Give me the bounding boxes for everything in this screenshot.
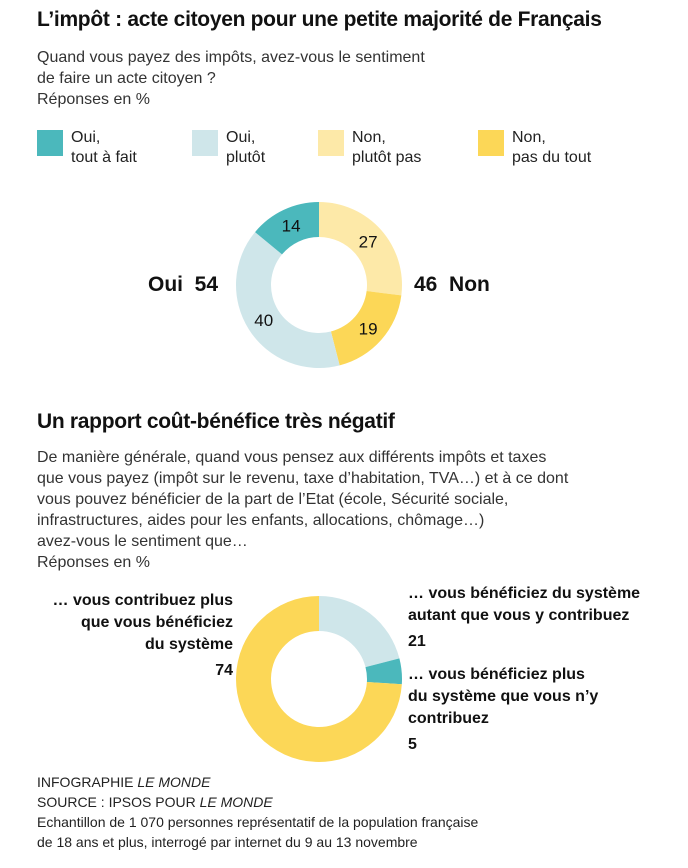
chart2-units: Réponses en % — [37, 554, 150, 571]
chart2-title: Un rapport coût-bénéfice très négatif — [37, 410, 395, 433]
label-value: 21 — [408, 633, 426, 650]
source-publication: LE MONDE — [199, 794, 273, 810]
donut1-slice-0 — [255, 202, 319, 255]
label-line: autant que vous y contribuez — [408, 607, 630, 624]
oui-total: Oui 54 — [148, 273, 218, 297]
label-line: contribuez — [408, 710, 489, 727]
label-contribuez-plus: … vous contribuez plus que vous bénéfici… — [13, 590, 233, 682]
chart1-question: Quand vous payez des impôts, avez-vous l… — [37, 47, 425, 110]
footer-credit: INFOGRAPHIE LE MONDE — [37, 772, 478, 792]
legend-label: Non, — [512, 129, 546, 146]
footer: INFOGRAPHIE LE MONDE SOURCE : IPSOS POUR… — [37, 772, 478, 852]
legend-label: Oui, — [71, 129, 101, 146]
oui-label: Oui — [148, 273, 183, 296]
label-line: du système — [144, 636, 233, 653]
legend-swatch — [478, 130, 504, 156]
label-value: 74 — [215, 662, 233, 679]
label-value: 5 — [408, 736, 417, 753]
credit-prefix: INFOGRAPHIE — [37, 774, 138, 790]
chart2-question-line: infrastructures, aides pour les enfants,… — [37, 512, 485, 529]
chart1-title: L’impôt : acte citoyen pour une petite m… — [37, 8, 602, 31]
legend-label: plutôt — [226, 149, 266, 166]
label-line: … vous bénéficiez plus — [408, 666, 585, 683]
legend-label: plutôt pas — [352, 149, 422, 166]
footer-note-line: de 18 ans et plus, interrogé par interne… — [37, 834, 418, 850]
donut1-slice-1 — [235, 232, 340, 368]
donut1-value-label-3: 19 — [359, 319, 378, 338]
chart1-question-line2: de faire un acte citoyen ? — [37, 70, 216, 87]
legend-item-non-pas-du-tout: Non, pas du tout — [478, 128, 591, 168]
label-autant: … vous bénéficiez du système autant que … — [408, 583, 640, 653]
chart2-question-line: De manière générale, quand vous pensez a… — [37, 449, 547, 466]
donut1-slice-2 — [319, 202, 402, 296]
non-label: Non — [449, 273, 490, 296]
legend-item-oui-tout-a-fait: Oui, tout à fait — [37, 128, 137, 168]
footer-note-line: Echantillon de 1 070 personnes représent… — [37, 814, 479, 830]
legend-label: Non, — [352, 129, 386, 146]
legend-swatch — [318, 130, 344, 156]
donut2-slice-2 — [236, 596, 402, 762]
oui-value: 54 — [194, 273, 219, 296]
non-value: 46 — [414, 273, 438, 296]
non-total: 46 Non — [414, 273, 490, 297]
donut1-value-label-2: 27 — [359, 233, 378, 252]
label-line: … vous contribuez plus — [52, 592, 233, 609]
label-beneficiez-plus: … vous bénéficiez plus du système que vo… — [408, 664, 598, 756]
donut1-value-label-1: 40 — [254, 311, 273, 330]
chart1-units: Réponses en % — [37, 91, 150, 108]
credit-publication: LE MONDE — [137, 774, 211, 790]
donut1-slice-3 — [330, 291, 402, 366]
footer-source: SOURCE : IPSOS POUR LE MONDE — [37, 792, 478, 812]
legend-swatch — [192, 130, 218, 156]
label-line: que vous bénéficiez — [80, 614, 233, 631]
legend-label: Oui, — [226, 129, 256, 146]
chart2-question: De manière générale, quand vous pensez a… — [37, 447, 568, 573]
chart1-question-line1: Quand vous payez des impôts, avez-vous l… — [37, 49, 425, 66]
donut2-slice-0 — [319, 596, 400, 668]
label-line: … vous bénéficiez du système — [408, 585, 641, 602]
legend-label: pas du tout — [512, 149, 592, 166]
source-prefix: SOURCE : IPSOS POUR — [37, 794, 200, 810]
donut1-value-label-0: 14 — [282, 217, 301, 236]
chart2-question-line: vous pouvez bénéficier de la part de l’E… — [37, 491, 509, 508]
legend-item-non-plutot-pas: Non, plutôt pas — [318, 128, 421, 168]
donut2-slice-1 — [365, 658, 402, 685]
label-line: du système que vous n’y — [408, 688, 599, 705]
legend-item-oui-plutot: Oui, plutôt — [192, 128, 265, 168]
chart2-question-line: avez-vous le sentiment que… — [37, 533, 248, 550]
legend-swatch — [37, 130, 63, 156]
legend-label: tout à fait — [71, 149, 137, 166]
chart2-question-line: que vous payez (impôt sur le revenu, tax… — [37, 470, 569, 487]
